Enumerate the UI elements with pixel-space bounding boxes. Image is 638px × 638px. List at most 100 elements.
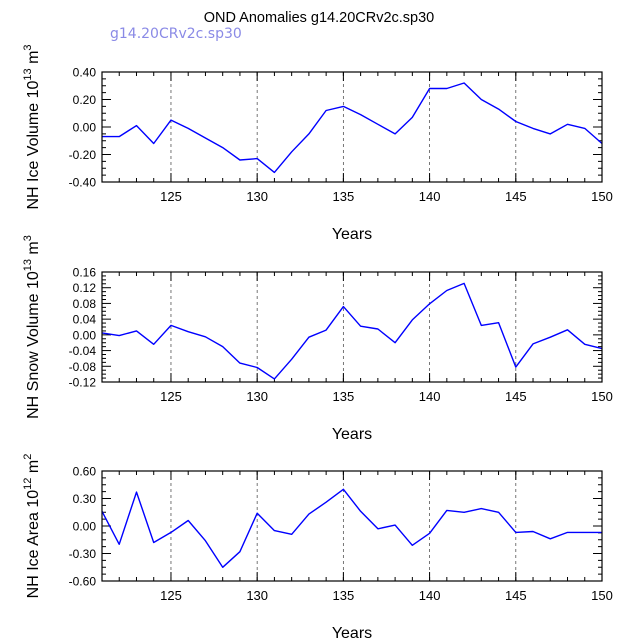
data-point	[203, 136, 208, 141]
data-point	[358, 509, 363, 514]
data-point	[479, 323, 484, 328]
data-point	[479, 506, 484, 511]
data-point	[168, 530, 173, 535]
data-point	[220, 344, 225, 349]
plot-frame	[101, 470, 603, 582]
data-point	[565, 122, 570, 127]
y-tick-label: -0.12	[69, 376, 97, 390]
x-tick-label: 140	[419, 588, 441, 603]
series-line	[101, 488, 602, 568]
x-tick-label: 145	[505, 189, 527, 204]
data-point	[427, 301, 432, 306]
data-point	[427, 531, 432, 536]
data-point	[444, 86, 449, 91]
data-point	[289, 149, 294, 154]
data-point	[393, 131, 398, 136]
x-tick-label: 140	[419, 189, 441, 204]
data-point	[117, 333, 122, 338]
data-point	[151, 342, 156, 347]
data-point	[444, 288, 449, 293]
data-point	[168, 323, 173, 328]
data-point	[496, 510, 501, 515]
data-point	[324, 500, 329, 505]
data-point	[496, 107, 501, 112]
figure-subtitle: g14.20CRv2c.sp30	[110, 26, 242, 42]
data-point	[358, 112, 363, 117]
data-point	[272, 170, 277, 175]
data-point	[565, 530, 570, 535]
panel-3: 125 130 135 140 145 150 0.60 0.30 0.00 -0.30 -0.60…	[22, 454, 613, 638]
y-tick-label: 0.30	[73, 492, 97, 506]
data-point	[186, 329, 191, 334]
panel-1: 125 130 135 140 145 150 0.40 0.20 0.00 -0.20 -0.40…	[22, 44, 613, 243]
data-point	[531, 529, 536, 534]
data-point	[462, 281, 467, 286]
data-point	[203, 538, 208, 543]
y-tick-label: 0.00	[73, 121, 97, 135]
data-point	[582, 342, 587, 347]
y-tick-label: 0.40	[73, 66, 97, 80]
data-point	[393, 523, 398, 528]
data-point	[151, 540, 156, 545]
data-point	[358, 324, 363, 329]
data-point	[272, 528, 277, 533]
data-point	[324, 108, 329, 113]
y-tick-label: 0.20	[73, 93, 97, 107]
data-point	[410, 543, 415, 548]
y-tick-label: -0.04	[69, 344, 97, 358]
data-point	[272, 376, 277, 381]
x-tick-label: 150	[591, 189, 613, 204]
y-axis-label: NH Ice Area 1012 m2	[22, 454, 42, 599]
x-tick-label: 130	[246, 389, 268, 404]
data-point	[134, 490, 139, 495]
data-point	[255, 511, 260, 516]
data-point	[255, 156, 260, 161]
data-point	[220, 565, 225, 570]
y-tick-label: -0.08	[69, 360, 97, 374]
data-point	[513, 365, 518, 370]
data-point	[496, 320, 501, 325]
data-point	[237, 549, 242, 554]
data-point	[393, 340, 398, 345]
data-point	[410, 115, 415, 120]
y-tick-label: 0.00	[73, 328, 97, 342]
data-point	[565, 327, 570, 332]
y-tick-label: -0.60	[69, 575, 97, 589]
data-point	[220, 145, 225, 150]
data-point	[324, 328, 329, 333]
x-axis-label: Years	[332, 625, 372, 638]
data-point	[289, 532, 294, 537]
data-point	[186, 518, 191, 523]
data-point	[531, 126, 536, 131]
data-point	[375, 326, 380, 331]
x-tick-label: 130	[246, 189, 268, 204]
data-point	[513, 530, 518, 535]
data-point	[582, 530, 587, 535]
data-point	[462, 81, 467, 86]
x-axis-label: Years	[332, 226, 372, 243]
data-point	[548, 335, 553, 340]
data-point	[375, 122, 380, 127]
y-tick-label: 0.12	[73, 281, 97, 295]
plot-frame	[101, 71, 603, 183]
y-tick-label: 0.08	[73, 297, 97, 311]
data-point	[203, 334, 208, 339]
data-point	[462, 510, 467, 515]
x-tick-label: 135	[333, 588, 355, 603]
y-tick-label: 0.00	[73, 520, 97, 534]
x-tick-label: 140	[419, 389, 441, 404]
y-tick-label: -0.20	[69, 148, 97, 162]
y-tick-label: 0.04	[73, 313, 97, 327]
series-line	[101, 282, 603, 380]
data-point	[341, 304, 346, 309]
data-point	[186, 126, 191, 131]
data-point	[237, 158, 242, 163]
data-point	[306, 335, 311, 340]
data-point	[427, 86, 432, 91]
x-tick-label: 135	[333, 189, 355, 204]
x-tick-label: 145	[505, 389, 527, 404]
data-point	[548, 536, 553, 541]
data-point	[375, 526, 380, 531]
data-point	[444, 508, 449, 513]
